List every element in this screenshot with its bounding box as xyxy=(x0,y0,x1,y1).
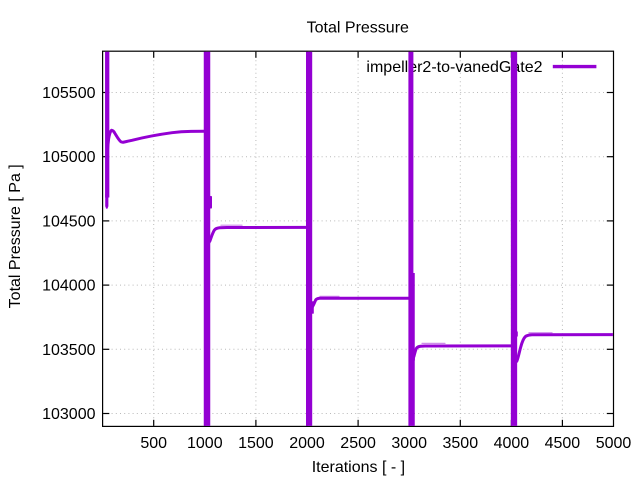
svg-text:1500: 1500 xyxy=(238,435,274,452)
svg-text:Total Pressure [ Pa ]: Total Pressure [ Pa ] xyxy=(7,164,24,308)
svg-text:104500: 104500 xyxy=(42,213,95,230)
svg-text:105500: 105500 xyxy=(42,85,95,102)
svg-text:Iterations [ - ]: Iterations [ - ] xyxy=(312,459,405,476)
svg-text:500: 500 xyxy=(140,435,167,452)
svg-text:103500: 103500 xyxy=(42,342,95,359)
svg-text:104000: 104000 xyxy=(42,278,95,295)
svg-text:4000: 4000 xyxy=(494,435,530,452)
svg-text:105000: 105000 xyxy=(42,149,95,166)
svg-text:103000: 103000 xyxy=(42,406,95,423)
svg-text:1000: 1000 xyxy=(187,435,223,452)
svg-text:2000: 2000 xyxy=(289,435,325,452)
svg-text:3500: 3500 xyxy=(443,435,479,452)
svg-text:4500: 4500 xyxy=(545,435,581,452)
svg-text:2500: 2500 xyxy=(340,435,376,452)
svg-text:Total Pressure: Total Pressure xyxy=(307,19,409,36)
svg-text:3000: 3000 xyxy=(391,435,427,452)
svg-text:5000: 5000 xyxy=(596,435,632,452)
